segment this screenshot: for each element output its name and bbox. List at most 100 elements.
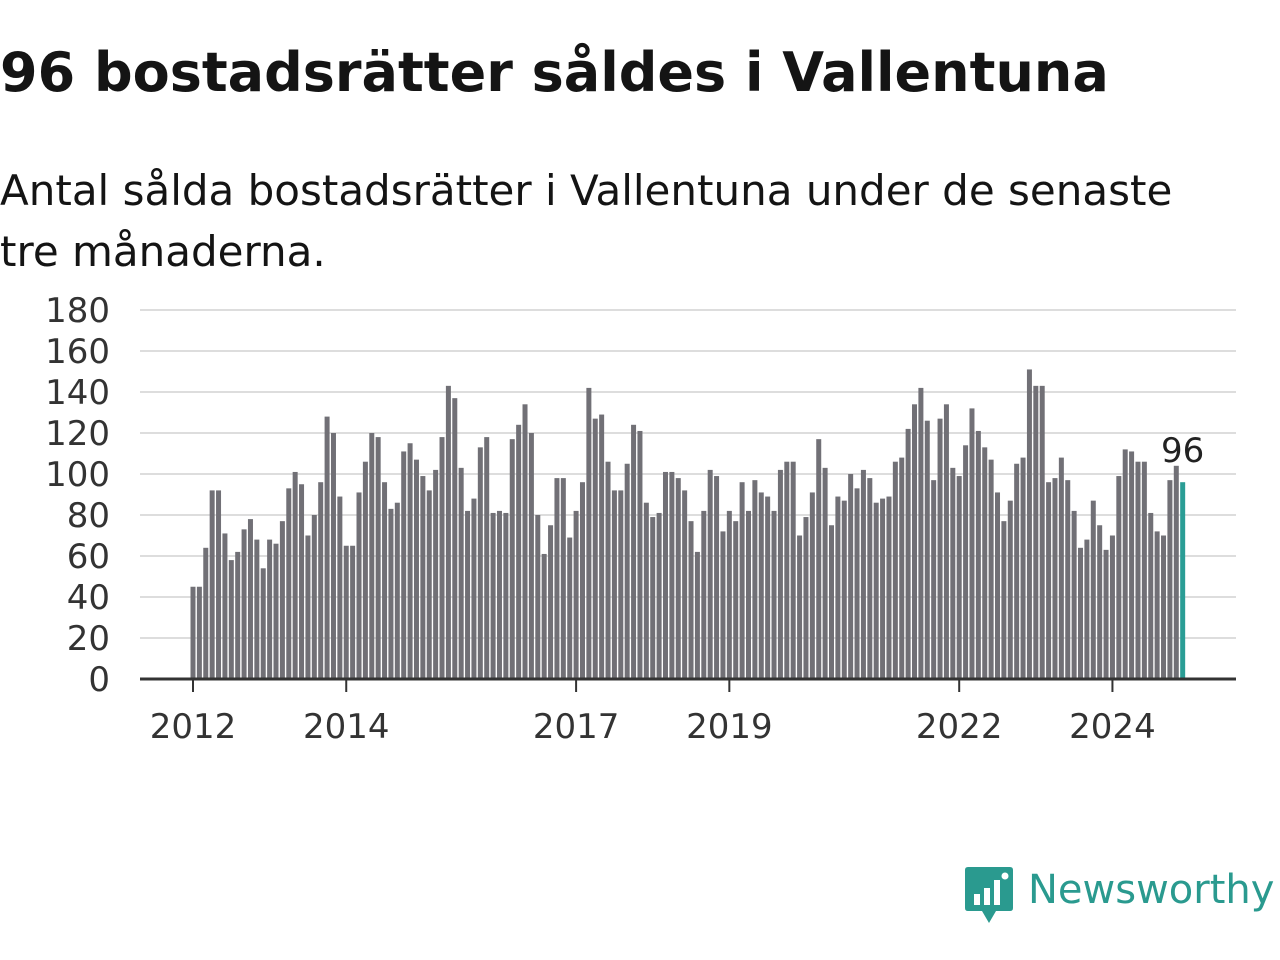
bar bbox=[356, 492, 362, 679]
bar bbox=[1116, 476, 1122, 679]
bar bbox=[950, 467, 956, 679]
bar bbox=[222, 533, 228, 679]
bar bbox=[860, 469, 866, 679]
y-tick-label: 100 bbox=[45, 455, 110, 495]
bar bbox=[1090, 500, 1096, 679]
bar bbox=[905, 428, 911, 679]
chart-subtitle: Antal sålda bostadsrätter i Vallentuna u… bbox=[0, 166, 1173, 276]
bar bbox=[758, 492, 764, 679]
bar bbox=[330, 433, 336, 679]
bar bbox=[541, 553, 547, 679]
bar bbox=[452, 398, 458, 679]
bar bbox=[426, 490, 432, 679]
bar bbox=[650, 517, 656, 679]
bar bbox=[343, 545, 349, 679]
bar bbox=[445, 385, 451, 679]
bar bbox=[1071, 510, 1077, 679]
bar bbox=[573, 510, 579, 679]
bar bbox=[675, 478, 681, 679]
bar bbox=[350, 545, 356, 679]
bar bbox=[1122, 449, 1128, 679]
bar bbox=[790, 461, 796, 679]
bar bbox=[560, 478, 566, 679]
bar bbox=[496, 510, 502, 679]
chart-bubble-icon bbox=[965, 867, 1013, 923]
bar bbox=[892, 461, 898, 679]
bar bbox=[586, 387, 592, 679]
bar bbox=[279, 521, 285, 679]
bar bbox=[707, 469, 713, 679]
bar bbox=[433, 469, 439, 679]
bar bbox=[477, 447, 483, 679]
y-tick-label: 40 bbox=[67, 578, 110, 618]
bar bbox=[931, 480, 937, 679]
bar bbox=[809, 492, 815, 679]
bar bbox=[841, 500, 847, 679]
bar bbox=[235, 551, 241, 679]
bar bbox=[1161, 535, 1167, 679]
bar bbox=[484, 437, 490, 679]
bar bbox=[196, 586, 202, 679]
bar bbox=[745, 510, 751, 679]
bar bbox=[1078, 547, 1084, 679]
bar bbox=[969, 408, 975, 679]
bar bbox=[567, 537, 573, 679]
bar bbox=[631, 424, 637, 679]
bar bbox=[203, 547, 209, 679]
bar bbox=[624, 463, 630, 679]
bar bbox=[1167, 480, 1173, 679]
bar bbox=[605, 461, 611, 679]
bar bbox=[1135, 461, 1141, 679]
bar bbox=[228, 560, 234, 679]
bar bbox=[701, 510, 707, 679]
bar bbox=[1058, 457, 1064, 679]
bar bbox=[292, 471, 298, 679]
bar bbox=[439, 437, 445, 679]
y-tick-label: 20 bbox=[67, 619, 110, 659]
bar bbox=[777, 469, 783, 679]
bar bbox=[420, 476, 426, 679]
bar bbox=[956, 476, 962, 679]
bar bbox=[241, 529, 247, 679]
bar bbox=[662, 471, 668, 679]
bar bbox=[382, 482, 388, 679]
bar bbox=[254, 539, 260, 679]
chart-title: 96 bostadsrätter såldes i Vallentuna bbox=[0, 41, 1109, 104]
bar bbox=[503, 512, 509, 679]
bar bbox=[362, 461, 368, 679]
x-tick-label: 2019 bbox=[686, 707, 773, 747]
bar bbox=[388, 508, 394, 679]
bar bbox=[247, 519, 253, 679]
y-tick-label: 80 bbox=[67, 496, 110, 536]
bar bbox=[611, 490, 617, 679]
bar bbox=[1039, 385, 1045, 679]
bar bbox=[752, 480, 758, 679]
bar bbox=[963, 445, 969, 679]
bar bbox=[458, 467, 464, 679]
bar bbox=[1103, 549, 1109, 679]
bar bbox=[407, 443, 413, 679]
bar bbox=[995, 492, 1001, 679]
bar bbox=[886, 496, 892, 679]
bar bbox=[726, 510, 732, 679]
bar bbox=[1001, 521, 1007, 679]
bar bbox=[311, 515, 317, 679]
bar bbox=[1109, 535, 1115, 679]
bar bbox=[209, 490, 215, 679]
highlight-data-label: 96 bbox=[1161, 431, 1204, 471]
highlight-bar bbox=[1180, 482, 1186, 679]
bar bbox=[1097, 525, 1103, 679]
bar bbox=[975, 430, 981, 679]
bar bbox=[899, 457, 905, 679]
bar bbox=[1084, 539, 1090, 679]
bar bbox=[688, 521, 694, 679]
bar bbox=[1014, 463, 1020, 679]
bar bbox=[848, 474, 854, 679]
bar bbox=[771, 510, 777, 679]
x-tick-label: 2022 bbox=[916, 707, 1003, 747]
bar bbox=[1065, 480, 1071, 679]
bar bbox=[803, 517, 809, 679]
bar bbox=[682, 490, 688, 679]
bar bbox=[765, 496, 771, 679]
bar bbox=[822, 467, 828, 679]
